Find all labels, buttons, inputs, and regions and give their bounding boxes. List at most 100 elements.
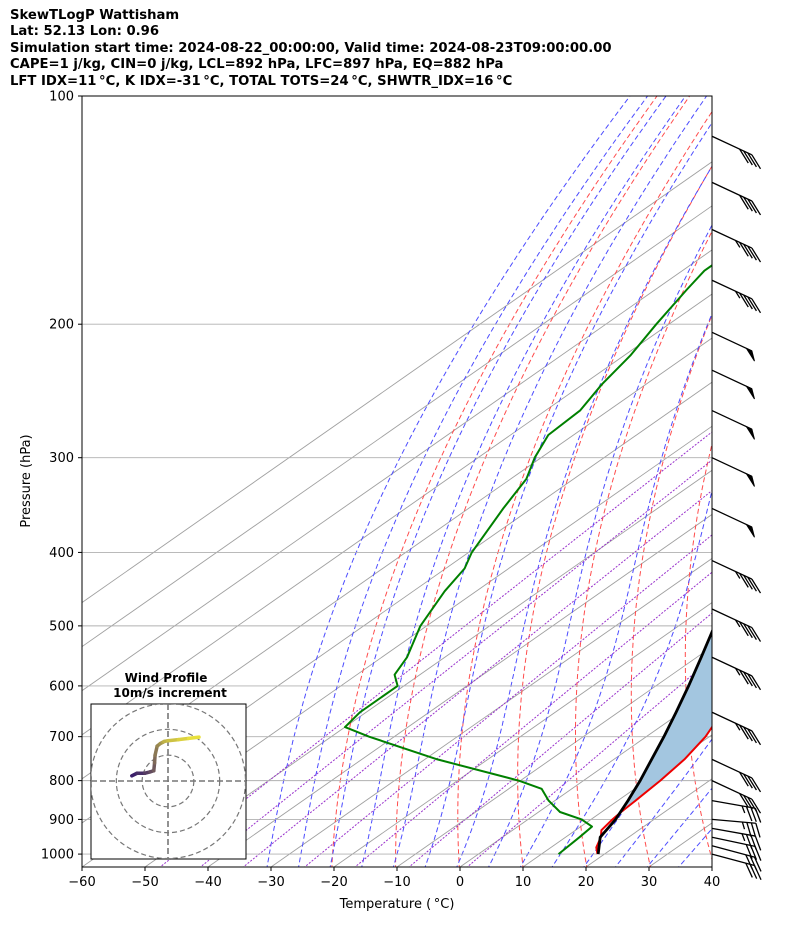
mixing-ratio-line: [159, 431, 712, 867]
parcel-line: [596, 628, 712, 855]
barb-feather: [755, 823, 761, 838]
mixing-ratio-line: [303, 534, 712, 867]
isotherm-line: [207, 513, 712, 867]
profile-lines: [344, 264, 712, 855]
isotherm-line: [82, 205, 712, 648]
mixing-ratio-line: [199, 459, 712, 867]
wind-barb: [711, 181, 762, 216]
barb-feather: [747, 775, 757, 791]
moist-adiabat-line: [519, 312, 712, 867]
barb-feather: [743, 294, 753, 310]
barb-feather: [745, 854, 753, 870]
isotherm-line: [82, 161, 712, 604]
barb-feather: [739, 292, 749, 308]
wind-barb: [711, 369, 755, 400]
barb-feather: [747, 673, 757, 689]
y-tick-label: 100: [49, 90, 74, 105]
y-tick-label: 600: [49, 679, 74, 694]
moist-adiabat-line: [424, 121, 712, 867]
barb-feather: [747, 796, 757, 812]
barb-shaft: [711, 608, 753, 629]
barb-feather: [745, 844, 753, 860]
barb-pennant: [745, 425, 755, 440]
wind-barb: [711, 758, 762, 793]
barb-feather: [743, 243, 753, 259]
time-line: Simulation start time: 2024-08-22_00:00:…: [10, 40, 612, 56]
y-tick-label: 900: [49, 813, 74, 828]
y-axis: 1000 900 800 700 600 500 400 300 200 100: [41, 90, 82, 863]
wind-barb: [711, 409, 755, 440]
barb-feather: [747, 245, 757, 261]
barb-shaft: [711, 836, 756, 847]
barb-shaft: [711, 780, 753, 800]
barb-feather: [743, 795, 753, 810]
barb-pennant: [745, 523, 755, 538]
mixing-ratio-line: [354, 571, 712, 867]
barb-shaft: [711, 507, 753, 528]
barb-feather: [747, 152, 757, 168]
barb-feather: [739, 148, 749, 164]
wind-barb: [711, 827, 762, 851]
barb-feather: [745, 834, 753, 850]
barb-shaft: [711, 827, 756, 837]
barb-shaft: [711, 181, 753, 202]
wind-barb: [711, 656, 762, 691]
barb-half-feather: [735, 240, 741, 248]
chart-header: SkewTLogP Wattisham Lat: 52.13 Lon: 0.96…: [10, 8, 612, 90]
barb-feather: [751, 777, 762, 793]
location-line: Lat: 52.13 Lon: 0.96: [10, 24, 160, 40]
barb-feather: [750, 822, 757, 838]
isotherm-line: [396, 646, 712, 867]
barb-pennant: [745, 347, 755, 362]
wind-barb: [711, 135, 762, 170]
barb-half-feather: [735, 290, 741, 299]
barb-feather: [751, 675, 762, 691]
barb-feather: [739, 242, 749, 257]
hodograph-title: Wind Profile: [125, 671, 208, 685]
barb-feather: [751, 578, 762, 594]
moist-adiabat-line: [329, 96, 667, 867]
barb-half-feather: [735, 722, 741, 731]
x-axis-title: Temperature ( °C): [339, 897, 455, 912]
barb-feather: [751, 200, 762, 216]
x-tick-label: −20: [320, 875, 347, 890]
barb-feather: [747, 728, 757, 744]
barb-shaft: [711, 369, 753, 390]
barb-shaft: [711, 853, 755, 867]
barb-shaft: [711, 758, 753, 779]
barb-pennant: [745, 472, 755, 487]
isotherm-line: [144, 469, 712, 867]
y-axis-title: Pressure (hPa): [19, 434, 34, 527]
dry-adiabat-line: [457, 110, 712, 867]
barb-shaft: [711, 457, 753, 477]
dry-adiabat-line: [788, 79, 794, 870]
dry-adiabat-line: [395, 96, 691, 867]
barb-half-feather: [735, 619, 741, 628]
wind-barb: [711, 780, 762, 814]
wind-barb: [711, 507, 755, 538]
barb-feather: [746, 822, 752, 837]
index-line: LFT IDX=11 °C, K IDX=-31 °C, TOTAL TOTS=…: [10, 73, 513, 89]
barb-shaft: [711, 135, 753, 156]
barb-feather: [743, 574, 753, 590]
moist-adiabat-line: [392, 96, 708, 867]
isotherm-line: [459, 690, 712, 867]
barb-feather: [743, 623, 753, 639]
isotherm-line: [82, 425, 712, 867]
x-tick-label: 30: [641, 875, 658, 890]
cape-fill: [616, 631, 712, 816]
hodograph-segment: [186, 735, 201, 741]
barb-feather: [743, 196, 753, 212]
hodograph-inset: Wind Profile 10m/s increment: [90, 671, 247, 860]
x-tick-label: 40: [704, 875, 721, 890]
barb-half-feather: [741, 821, 746, 830]
moist-adiabat-line: [583, 666, 712, 867]
chart-title: SkewTLogP Wattisham: [10, 8, 180, 23]
barb-feather: [743, 671, 753, 687]
barb-shaft: [711, 656, 753, 677]
moist-adiabat-line: [614, 738, 712, 867]
barb-shaft: [711, 559, 753, 580]
dry-adiabat-line: [331, 96, 658, 867]
hodograph-plot: [91, 704, 246, 859]
y-tick-label: 400: [49, 546, 74, 561]
